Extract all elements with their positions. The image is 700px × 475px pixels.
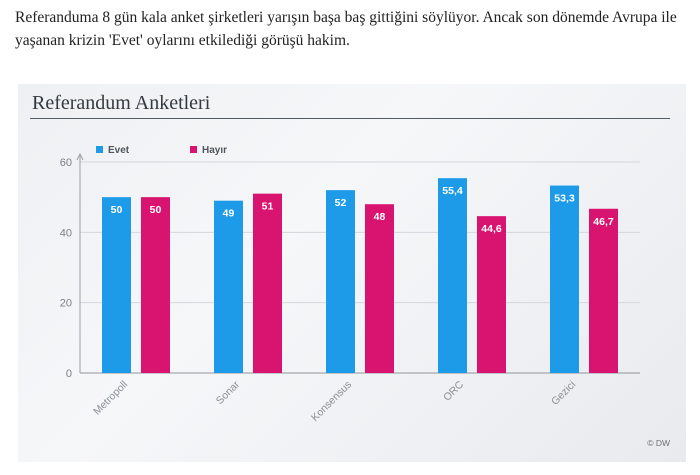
bar-value-label: 53,3 [554, 193, 575, 205]
bar [438, 178, 467, 373]
x-tick-label: Konsensus [309, 379, 354, 424]
bar-value-label: 46,7 [593, 216, 614, 228]
bar-value-label: 49 [223, 208, 235, 220]
chart-panel: Referandum Anketleri 0 20 40 60 Evet Hayır 50 5… [18, 84, 686, 462]
legend-label: Hayır [202, 145, 227, 156]
bar [589, 208, 618, 373]
bar-value-label: 52 [335, 197, 347, 209]
bar [102, 197, 131, 373]
article-paragraph: Referanduma 8 gün kala anket şirketleri … [15, 9, 677, 49]
x-tick-label: Sonar [214, 378, 243, 407]
bar-value-label: 44,6 [481, 223, 502, 235]
bar-value-label: 51 [262, 201, 274, 213]
bar-chart: 0 20 40 60 Evet Hayır 50 50 Metropoll 49 51 Sonar 52… [60, 145, 640, 424]
y-tick-label: 40 [60, 227, 72, 239]
bar-value-label: 50 [111, 204, 123, 216]
bar-value-label: 50 [150, 204, 162, 216]
bar [326, 190, 355, 373]
bar [550, 185, 579, 373]
chart-title: Referandum Anketleri [32, 92, 211, 114]
x-tick-label: Metropoll [91, 379, 130, 418]
y-tick-label: 0 [66, 368, 72, 380]
x-tick-label: Gezici [549, 379, 578, 408]
bar [477, 216, 506, 373]
y-axis-arrow [76, 152, 84, 161]
credit-label: © DW [647, 438, 670, 448]
bar-value-label: 48 [374, 211, 386, 223]
legend-swatch [96, 146, 103, 153]
title-divider [30, 118, 670, 119]
legend-swatch [190, 146, 197, 153]
legend-label: Evet [108, 145, 130, 156]
bar [214, 200, 243, 373]
bar [253, 193, 282, 373]
y-tick-label: 20 [60, 298, 72, 310]
y-tick-label: 60 [60, 157, 72, 169]
bar [365, 204, 394, 373]
bar-value-label: 55,4 [442, 185, 463, 197]
bar [141, 197, 170, 373]
x-tick-label: ORC [441, 378, 466, 403]
